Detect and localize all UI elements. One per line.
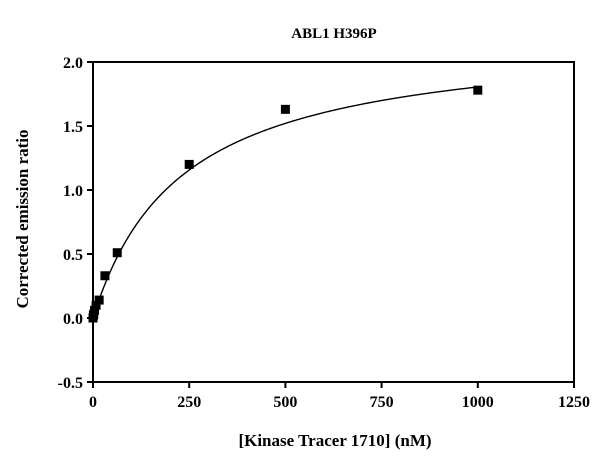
data-point [91,300,101,310]
ticks: 0 250 500 750 1000 1250 -0.5 0.0 0.5 1.0 1.5 2.0 [58,55,590,411]
data-point [94,295,104,305]
x-axis-label: [Kinase Tracer 1710] (nM) [238,431,431,450]
data-points [88,85,483,323]
x-tick-label: 1250 [558,394,590,411]
data-point [112,248,122,258]
fit-curve [92,86,478,319]
x-tick-label: 1000 [462,394,494,411]
data-point [280,104,290,114]
data-point [90,305,100,315]
axes [92,61,575,383]
data-point [184,159,194,169]
data-point [100,271,110,281]
y-tick-label: 2.0 [63,55,83,72]
y-tick-label: 0.5 [63,247,83,264]
x-tick-label: 0 [89,394,97,411]
x-tick-label: 750 [370,394,394,411]
chart-title: ABL1 H396P [291,26,376,42]
y-tick-label: 1.0 [63,183,83,200]
x-tick-label: 250 [177,394,201,411]
y-tick-label: 0.0 [63,311,83,328]
x-tick-label: 500 [273,394,297,411]
y-tick-label: 1.5 [63,119,83,136]
y-axis-label: Corrected emission ratio [13,129,32,308]
y-tick-label: -0.5 [58,375,83,392]
plot-frame [92,61,575,383]
data-point [473,85,483,95]
fit-curve-layer [92,86,478,319]
